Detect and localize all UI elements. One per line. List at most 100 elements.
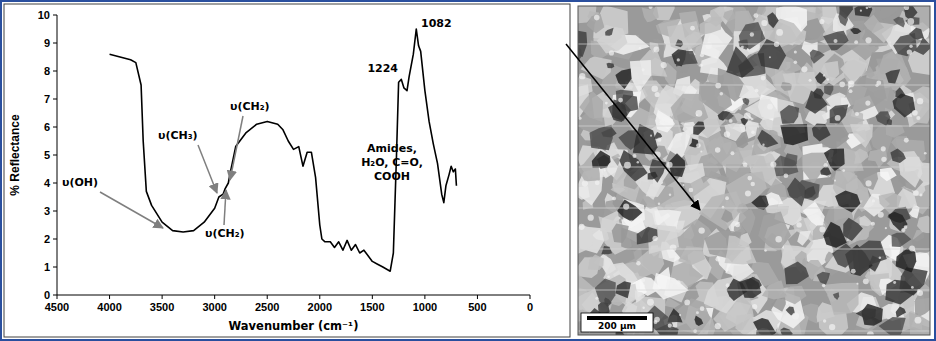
dark-particle [893,33,917,56]
x-tick-label: 3500 [150,301,174,313]
y-tick [53,239,57,240]
highlight [822,284,826,288]
pointer-arrow [566,44,700,210]
crystal [700,17,722,36]
dark-particle [784,262,809,285]
highlight [860,10,862,12]
dark-particle [815,72,826,84]
highlight [607,276,610,279]
highlight [867,331,874,335]
highlight [689,188,694,193]
highlight [715,147,720,152]
annotation: 1224 [367,62,398,75]
highlight [618,98,623,103]
highlight [913,190,919,196]
highlight [657,137,661,141]
highlight [863,278,869,284]
highlight [595,297,598,300]
highlight [668,324,672,328]
x-tick [214,295,215,299]
dark-particle [854,6,872,17]
scale-bar-line [587,316,647,320]
dark-particle [835,191,860,213]
highlight [696,110,703,117]
highlight [829,324,835,330]
x-tick-label: 2500 [255,301,279,313]
highlight [856,283,858,285]
highlight [904,225,908,229]
highlight [636,261,640,265]
highlight [654,317,660,323]
x-tick [477,295,478,299]
highlight [690,26,695,31]
dark-particle [838,9,848,26]
highlight [632,154,636,158]
chart-panel [4,4,570,337]
highlight [823,319,826,322]
highlight [878,212,884,218]
dark-particle [856,308,876,320]
crystal [587,14,605,34]
highlight [652,236,657,241]
highlight [629,220,634,225]
crystal [588,254,604,270]
annotation: 1082 [421,17,452,30]
y-tick [53,127,57,128]
dark-particle [817,272,830,285]
dark-particle [590,125,613,150]
highlight [744,113,751,120]
crystal [684,137,704,155]
highlight [655,92,660,97]
crystal [579,91,603,122]
dark-particle [648,172,658,180]
highlight [697,199,699,201]
dark-particle [832,244,856,268]
highlight [761,20,767,26]
highlight [726,283,730,287]
highlight [819,19,824,24]
highlight [792,313,799,320]
plot-area [110,29,457,271]
dark-particle [805,91,828,114]
tile-seam [578,249,930,250]
dark-particle [899,267,927,295]
highlight [750,32,754,36]
dark-particle [888,212,908,232]
highlight [715,83,721,89]
dark-particle [723,111,735,120]
dark-particle [605,28,614,36]
y-tick-label: 9 [44,37,50,49]
y-tick-label: 2 [44,233,50,245]
tile-seam [578,167,930,168]
dark-particle [892,233,912,247]
dark-particle [780,105,799,124]
highlight [784,173,789,178]
highlight [699,63,702,66]
crystal [758,211,791,251]
dark-particle [797,180,819,201]
highlight [660,118,665,123]
dark-particle [592,151,611,168]
highlight [794,51,797,54]
highlight [819,226,825,232]
highlight [848,81,855,88]
dark-particle [608,101,627,122]
dark-particle [887,119,892,125]
highlight [700,150,702,152]
y-tick [53,15,57,16]
highlight [647,299,654,306]
crystal [879,6,898,20]
highlight [835,115,841,121]
dark-particle [850,28,861,34]
x-tick [424,295,425,299]
crystal [707,138,722,149]
dark-particle [578,47,582,59]
dark-particle [773,155,798,176]
dark-particle [693,121,705,135]
highlight [851,269,856,274]
y-tick [53,211,57,212]
highlight [879,257,881,259]
dark-particle [607,63,615,68]
highlight [641,278,645,282]
highlight [866,180,872,186]
